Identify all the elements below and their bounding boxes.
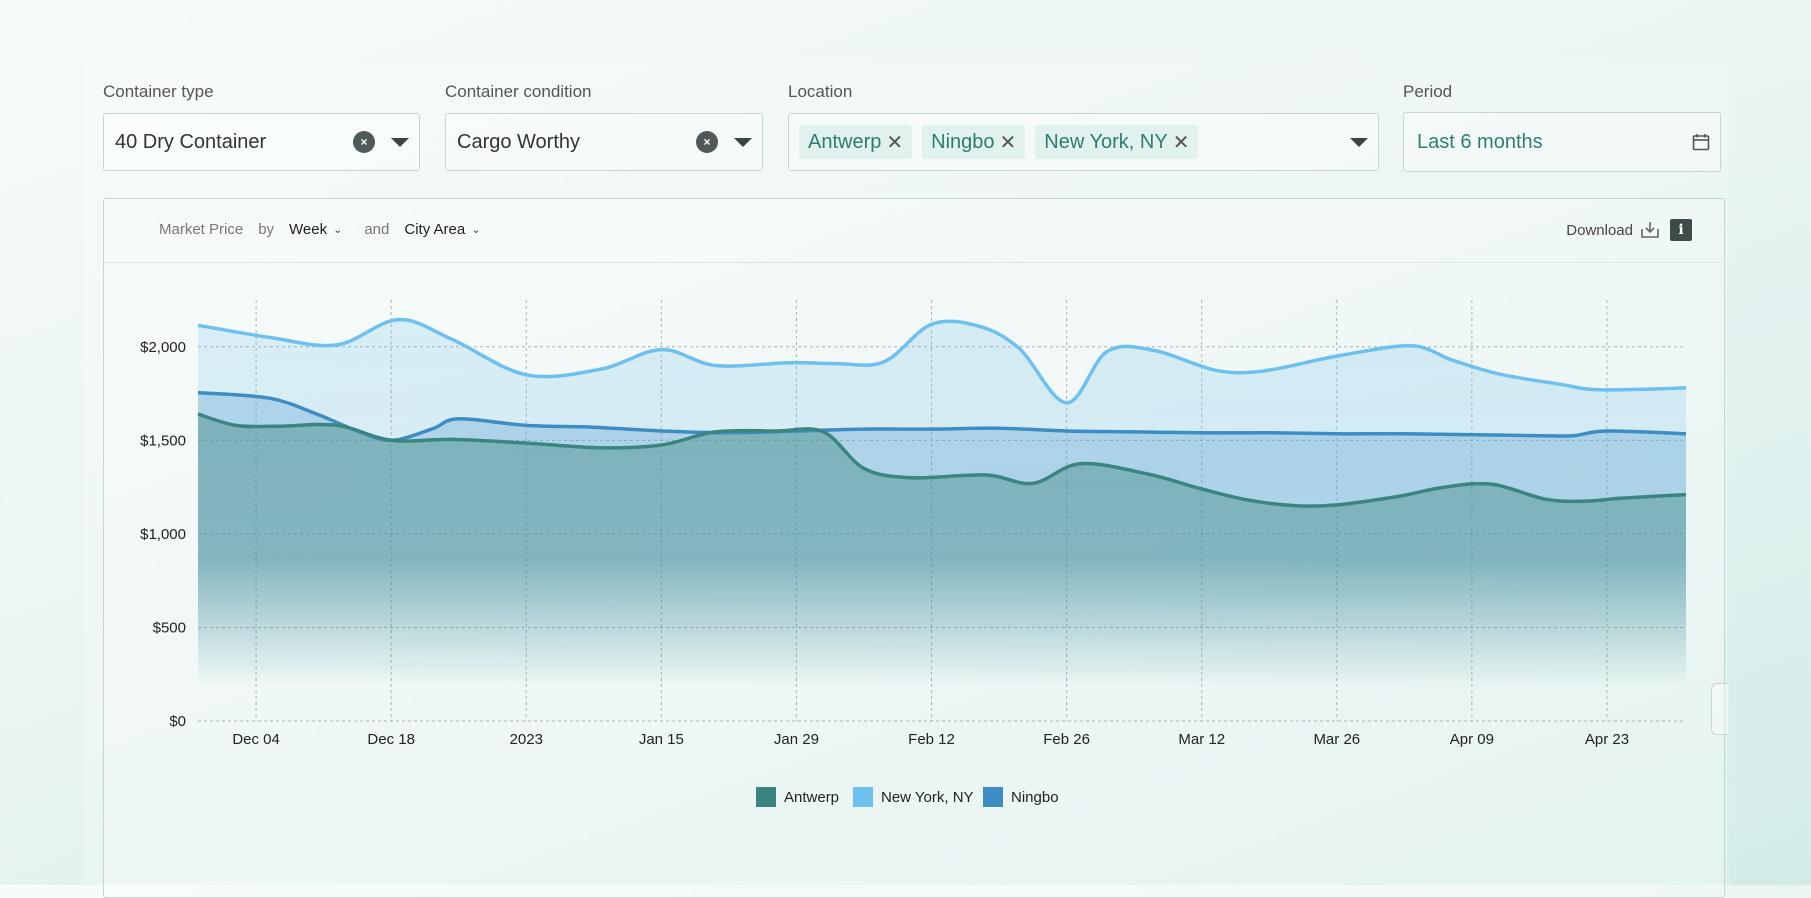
container-type-dropdown-icon[interactable] (391, 137, 409, 147)
chart-legend: Antwerp New York, NY Ningbo (756, 787, 1059, 807)
location-chip-label: New York, NY (1044, 130, 1168, 153)
x-tick-label: Mar 26 (1313, 731, 1360, 748)
y-tick-label: $500 (153, 619, 186, 636)
location-chip-new-york: New York, NY ✕ (1035, 125, 1199, 159)
location-chips: Antwerp ✕ Ningbo ✕ New York, NY ✕ (789, 125, 1350, 159)
line-new-york-ny (197, 317, 1687, 405)
clear-container-condition-icon[interactable]: × (696, 131, 718, 153)
legend-label: Ningbo (1011, 789, 1059, 806)
series-areas (198, 319, 1686, 721)
container-condition-label: Container condition (445, 82, 592, 101)
container-type-filter: Container type (103, 82, 214, 104)
chart-card: Market Price by Week ⌄ and City Area ⌄ D… (103, 198, 1725, 898)
location-chip-antwerp: Antwerp ✕ (799, 125, 913, 159)
area-ningbo (198, 392, 1686, 721)
container-type-value: 40 Dry Container (115, 130, 267, 153)
chart-header: Market Price by Week ⌄ and City Area ⌄ D… (104, 199, 1724, 263)
location-chip-label: Ningbo (931, 130, 995, 153)
line-ningbo (197, 390, 1687, 443)
series-lines (197, 317, 1687, 509)
area-new-york-ny (198, 319, 1686, 721)
x-tick-label: Mar 12 (1178, 731, 1225, 748)
filter-panel (84, 62, 1729, 885)
period-filter: Period (1403, 82, 1452, 104)
period-value: Last 6 months (1417, 130, 1543, 153)
legend-swatch (756, 787, 776, 807)
location-select[interactable]: Antwerp ✕ Ningbo ✕ New York, NY ✕ (788, 113, 1379, 171)
container-type-label: Container type (103, 82, 214, 101)
legend-item-new-york-ny: New York, NY (853, 787, 974, 807)
remove-new-york-icon[interactable]: ✕ (1172, 131, 1190, 154)
download-label: Download (1566, 221, 1633, 239)
granularity-chevron-down-icon[interactable]: ⌄ (333, 224, 343, 236)
period-label: Period (1403, 82, 1453, 101)
container-condition-select[interactable]: Cargo Worthy × (445, 113, 763, 171)
location-dropdown-icon[interactable] (1350, 137, 1368, 147)
legend-label: New York, NY (881, 789, 974, 806)
location-filter: Location (788, 82, 852, 104)
legend-item-antwerp: Antwerp (756, 787, 839, 807)
location-label: Location (788, 82, 853, 101)
grouping-chevron-down-icon[interactable]: ⌄ (471, 224, 481, 236)
x-tick-label: Apr 09 (1450, 731, 1494, 748)
download-icon[interactable] (1640, 220, 1660, 240)
legend-item-ningbo: Ningbo (983, 787, 1059, 807)
x-tick-label: Feb 26 (1043, 731, 1090, 748)
x-tick-label: Jan 29 (774, 731, 819, 748)
legend-label: Antwerp (784, 789, 839, 806)
x-tick-label: Apr 23 (1585, 731, 1629, 748)
x-axis: Dec 04 Dec 18 2023 Jan 15 Jan 29 Feb 12 Feb 26… (232, 731, 1629, 748)
period-picker[interactable]: Last 6 months (1403, 112, 1721, 172)
and-label: and (364, 221, 390, 238)
y-tick-label: $2,000 (140, 339, 186, 356)
x-tick-label: Dec 18 (367, 731, 415, 748)
remove-ningbo-icon[interactable]: ✕ (999, 131, 1017, 154)
y-tick-label: $0 (169, 713, 186, 730)
granularity-select[interactable]: Week (289, 221, 328, 238)
container-type-select[interactable]: 40 Dry Container × (103, 113, 420, 171)
by-label: by (258, 221, 275, 238)
side-panel-tab[interactable] (1711, 683, 1728, 735)
container-condition-dropdown-icon[interactable] (734, 137, 752, 147)
container-condition-filter: Container condition (445, 82, 591, 104)
download-button[interactable]: Download i (1566, 219, 1692, 241)
x-tick-label: Jan 15 (639, 731, 684, 748)
remove-antwerp-icon[interactable]: ✕ (886, 131, 904, 154)
y-axis: $0 $500 $1,000 $1,500 $2,000 (140, 339, 186, 730)
x-tick-label: 2023 (510, 731, 543, 748)
container-condition-value: Cargo Worthy (457, 130, 581, 153)
grouping-select[interactable]: City Area (404, 221, 466, 238)
line-antwerp (197, 412, 1687, 509)
y-tick-label: $1,000 (140, 526, 186, 543)
info-icon[interactable]: i (1670, 219, 1692, 241)
calendar-icon[interactable] (1692, 133, 1710, 151)
legend-swatch (853, 787, 873, 807)
metric-label: Market Price (159, 221, 244, 238)
location-chip-label: Antwerp (808, 130, 882, 153)
x-tick-label: Feb 12 (908, 731, 955, 748)
location-chip-ningbo: Ningbo ✕ (922, 125, 1026, 159)
clear-container-type-icon[interactable]: × (353, 131, 375, 153)
area-antwerp (198, 414, 1686, 721)
chart-controls: Market Price by Week ⌄ and City Area ⌄ (159, 221, 502, 238)
x-tick-label: Dec 04 (232, 731, 280, 748)
y-tick-label: $1,500 (140, 432, 186, 449)
legend-swatch (983, 787, 1003, 807)
